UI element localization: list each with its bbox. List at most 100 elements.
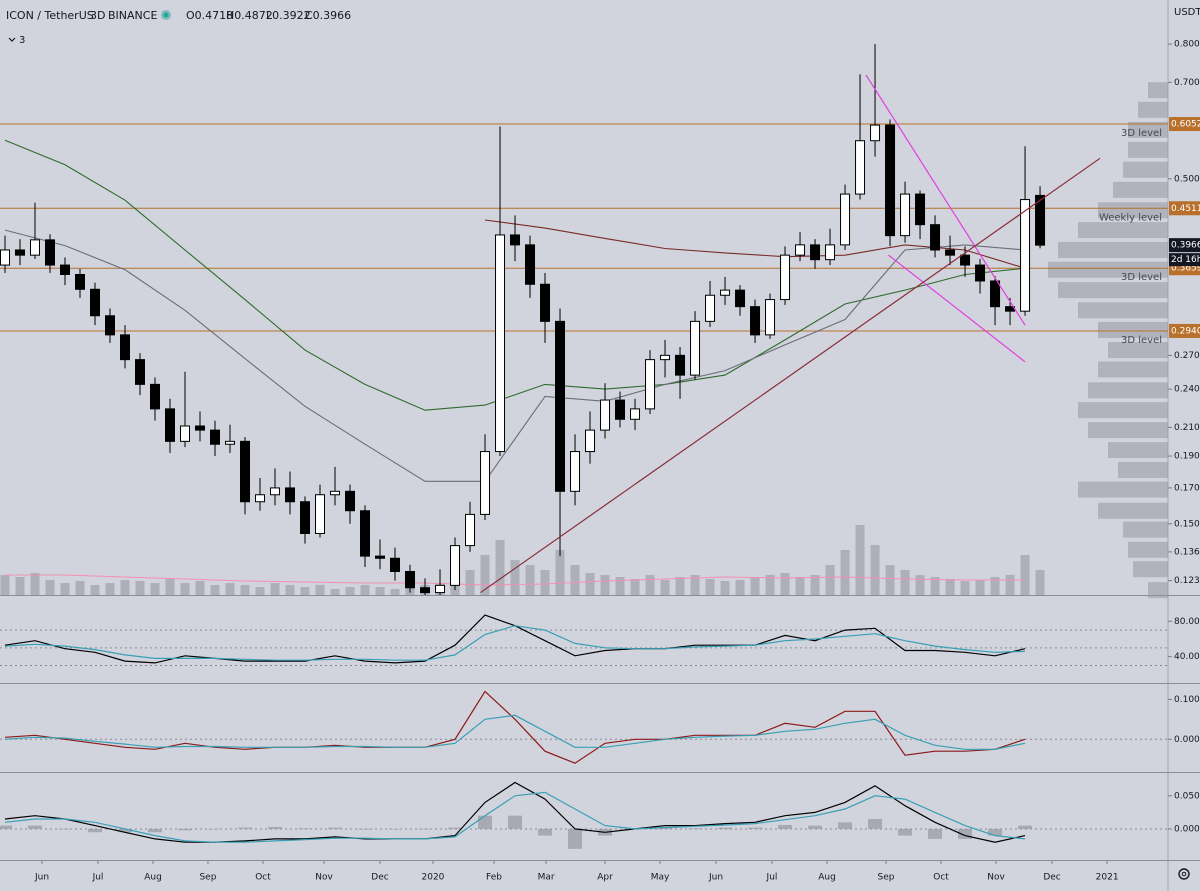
volume-profile-bar [1058,282,1168,299]
indicator-line [4,690,1026,764]
candle-body [900,193,911,237]
x-tick-label: Nov [987,873,1005,883]
volume-profile-bar [1088,422,1168,439]
volume-bar [990,577,1000,595]
candle-body [675,354,686,376]
volume-profile-bar [1118,461,1168,478]
collapse-toggle[interactable] [8,37,16,42]
volume-profile-bar [1098,202,1168,219]
volume-bar [1035,570,1045,595]
volume-profile-bar [1128,541,1168,558]
candle-body [660,354,671,361]
last-price: 0.3966 [1171,241,1200,251]
settings-icon[interactable] [1178,868,1190,880]
level-badge [1169,201,1200,216]
volume-profile-bar [1078,222,1168,239]
volume-bar [915,575,925,595]
volume-bar [60,583,70,595]
x-tick-label: Jul [92,873,104,883]
level-value: 0.6052 [1171,120,1200,130]
candle-body [1020,199,1031,312]
histogram-bar [87,828,102,833]
x-tick-label: Sep [199,873,216,883]
y-tick-label: 80.00 [1174,617,1200,627]
level-badge [1169,323,1200,338]
histogram-bar [178,828,193,831]
volume-bar [300,587,310,595]
volume-profile-bar [1078,402,1168,419]
x-tick-label: Dec [1043,873,1060,883]
histogram-bar [388,828,403,830]
histogram-bar [808,825,823,829]
candle-body [630,408,641,420]
histogram-bar [748,827,763,829]
x-tick-label: Feb [486,873,502,883]
volume-bar [930,577,940,595]
x-tick-label: Jun [708,873,723,883]
volume-profile-bar [1058,241,1168,258]
candle-body [210,429,221,445]
volume-bar [840,550,850,595]
volume-bar [525,565,535,595]
volume-profile-bar [1108,442,1168,459]
volume-bar [900,570,910,595]
histogram-bar [538,828,553,836]
volume-profile-bar [1098,361,1168,378]
volume-profile-bar [1098,321,1168,338]
status-dot [163,12,169,18]
volume-bar [795,577,805,595]
volume-bar [45,580,55,595]
candle-body [255,494,266,503]
candle-body [225,440,236,445]
volume-bar [870,545,880,595]
histogram-bar [298,828,313,829]
volume-bar [180,583,190,595]
settings-icon[interactable] [1181,871,1187,877]
volume-bar [780,573,790,595]
histogram-bar [568,828,583,849]
x-tick-label: Dec [371,873,388,883]
candle-body [360,510,371,557]
candle-body [600,399,611,431]
candle-body [525,244,536,285]
y-tick-label: 40.00 [1174,652,1200,662]
histogram-bar [0,825,12,829]
level-annotation: Weekly level [1099,212,1162,223]
histogram-bar [868,818,883,829]
candle-body [120,334,131,361]
volume-bar [465,570,475,595]
interval: 3D [90,9,105,22]
volume-bar [510,560,520,595]
volume-profile-bar [1148,82,1168,99]
volume-bar [105,583,115,595]
volume-bar [270,583,280,595]
volume-profile-bar [1078,481,1168,498]
histogram-bar [898,828,913,836]
candle-body [810,244,821,261]
countdown: 2d 16h [1171,255,1200,265]
histogram-bar [988,828,1003,836]
level-value: 0.4511 [1171,204,1200,214]
candle-body [375,555,386,559]
histogram-bar [958,828,973,839]
candle-body [270,487,281,496]
candle-body [645,359,656,410]
candle-body [915,193,926,226]
candle-body [330,490,341,496]
volume-bar [585,573,595,595]
volume-bar [495,540,505,595]
candle-body [585,429,596,453]
settings-button[interactable] [1178,868,1190,880]
histogram-bar [478,815,493,829]
candle-body [14,249,25,256]
indicator-line [4,791,1026,843]
volume-bar [975,580,985,595]
volume-bar [660,580,670,595]
